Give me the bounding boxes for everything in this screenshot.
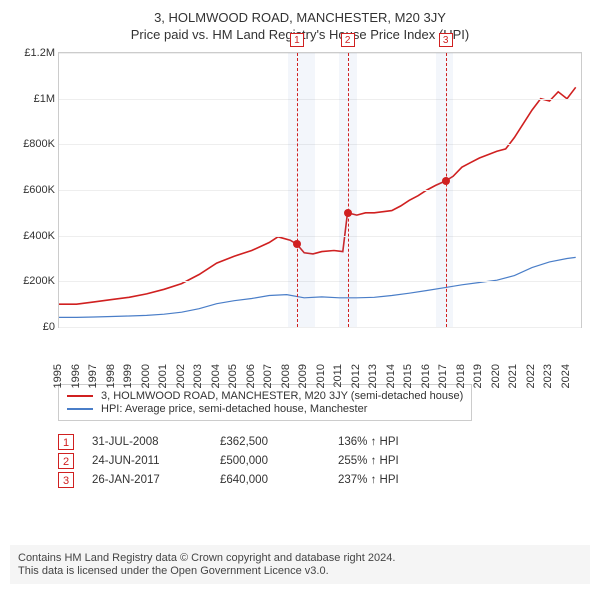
y-axis-label: £400K <box>11 230 55 242</box>
x-axis-label: 2004 <box>210 364 222 388</box>
gridline <box>59 190 581 191</box>
legend-swatch <box>67 408 93 410</box>
transaction-dot <box>293 240 301 248</box>
y-axis-label: £1M <box>11 93 55 105</box>
x-axis-label: 2022 <box>525 364 537 388</box>
highlight-band <box>436 53 454 327</box>
x-axis-label: 2001 <box>157 364 169 388</box>
x-axis-label: 1995 <box>52 364 64 388</box>
x-axis-label: 2012 <box>350 364 362 388</box>
x-axis-label: 2011 <box>332 364 344 388</box>
footer-line-2: This data is licensed under the Open Gov… <box>18 565 582 577</box>
footer-line-1: Contains HM Land Registry data © Crown c… <box>18 552 582 564</box>
chart-area: £0£200K£400K£600K£800K£1M£1.2M123 199519… <box>10 48 590 378</box>
x-axis-label: 2013 <box>367 364 379 388</box>
x-axis-label: 2009 <box>297 364 309 388</box>
transaction-dot <box>344 209 352 217</box>
x-axis-label: 2024 <box>560 364 572 388</box>
x-axis-label: 2018 <box>455 364 467 388</box>
legend-label: 3, HOLMWOOD ROAD, MANCHESTER, M20 3JY (s… <box>101 390 463 402</box>
series-property <box>59 87 576 304</box>
x-axis-label: 2021 <box>507 364 519 388</box>
transaction-date: 31-JUL-2008 <box>92 436 202 448</box>
series-hpi <box>59 257 576 317</box>
transaction-row: 2 24-JUN-2011 £500,000 255% ↑ HPI <box>58 453 590 469</box>
x-axis-label: 2016 <box>420 364 432 388</box>
transaction-dashline <box>348 53 349 327</box>
transaction-pct: 136% ↑ HPI <box>338 436 458 448</box>
x-axis-label: 2019 <box>472 364 484 388</box>
x-axis-label: 2002 <box>175 364 187 388</box>
x-axis-label: 2020 <box>490 364 502 388</box>
transaction-price: £500,000 <box>220 455 320 467</box>
transaction-row-badge: 2 <box>58 453 74 469</box>
transaction-badge: 2 <box>341 33 355 47</box>
y-axis-label: £800K <box>11 138 55 150</box>
x-axis-label: 2003 <box>192 364 204 388</box>
gridline <box>59 236 581 237</box>
transaction-pct: 255% ↑ HPI <box>338 455 458 467</box>
transaction-date: 26-JAN-2017 <box>92 474 202 486</box>
transaction-pct: 237% ↑ HPI <box>338 474 458 486</box>
x-axis-label: 2006 <box>245 364 257 388</box>
title-main: 3, HOLMWOOD ROAD, MANCHESTER, M20 3JY <box>10 10 590 25</box>
x-axis-label: 1998 <box>105 364 117 388</box>
x-axis-label: 2007 <box>262 364 274 388</box>
transaction-dot <box>442 177 450 185</box>
transaction-row-badge: 3 <box>58 472 74 488</box>
transaction-price: £640,000 <box>220 474 320 486</box>
transaction-dashline <box>297 53 298 327</box>
legend-label: HPI: Average price, semi-detached house,… <box>101 403 367 415</box>
x-axis-label: 1997 <box>87 364 99 388</box>
legend-swatch <box>67 395 93 397</box>
x-axis-label: 2023 <box>542 364 554 388</box>
transaction-badge: 1 <box>290 33 304 47</box>
footer: Contains HM Land Registry data © Crown c… <box>10 545 590 584</box>
gridline <box>59 53 581 54</box>
x-axis-label: 2005 <box>227 364 239 388</box>
highlight-band <box>288 53 314 327</box>
transaction-row: 3 26-JAN-2017 £640,000 237% ↑ HPI <box>58 472 590 488</box>
chart-container: 3, HOLMWOOD ROAD, MANCHESTER, M20 3JY Pr… <box>0 0 600 590</box>
x-axis-label: 1996 <box>70 364 82 388</box>
transaction-row: 1 31-JUL-2008 £362,500 136% ↑ HPI <box>58 434 590 450</box>
transaction-price: £362,500 <box>220 436 320 448</box>
transaction-dashline <box>446 53 447 327</box>
transaction-badge: 3 <box>439 33 453 47</box>
legend: 3, HOLMWOOD ROAD, MANCHESTER, M20 3JY (s… <box>58 384 472 421</box>
y-axis-label: £0 <box>11 321 55 333</box>
x-axis-labels: 1995199619971998199920002001200220032004… <box>58 330 582 378</box>
x-axis-label: 2000 <box>140 364 152 388</box>
legend-row: HPI: Average price, semi-detached house,… <box>67 403 463 415</box>
y-axis-label: £600K <box>11 184 55 196</box>
x-axis-label: 2008 <box>280 364 292 388</box>
x-axis-label: 2017 <box>437 364 449 388</box>
x-axis-label: 2015 <box>402 364 414 388</box>
y-axis-label: £200K <box>11 275 55 287</box>
transaction-date: 24-JUN-2011 <box>92 455 202 467</box>
gridline <box>59 144 581 145</box>
plot-area: £0£200K£400K£600K£800K£1M£1.2M123 <box>58 52 582 328</box>
transaction-row-badge: 1 <box>58 434 74 450</box>
legend-row: 3, HOLMWOOD ROAD, MANCHESTER, M20 3JY (s… <box>67 390 463 402</box>
gridline <box>59 99 581 100</box>
x-axis-label: 1999 <box>122 364 134 388</box>
gridline <box>59 281 581 282</box>
transactions-table: 1 31-JUL-2008 £362,500 136% ↑ HPI 2 24-JUN-20… <box>58 431 590 491</box>
y-axis-label: £1.2M <box>11 47 55 59</box>
x-axis-label: 2014 <box>385 364 397 388</box>
gridline <box>59 327 581 328</box>
x-axis-label: 2010 <box>315 364 327 388</box>
